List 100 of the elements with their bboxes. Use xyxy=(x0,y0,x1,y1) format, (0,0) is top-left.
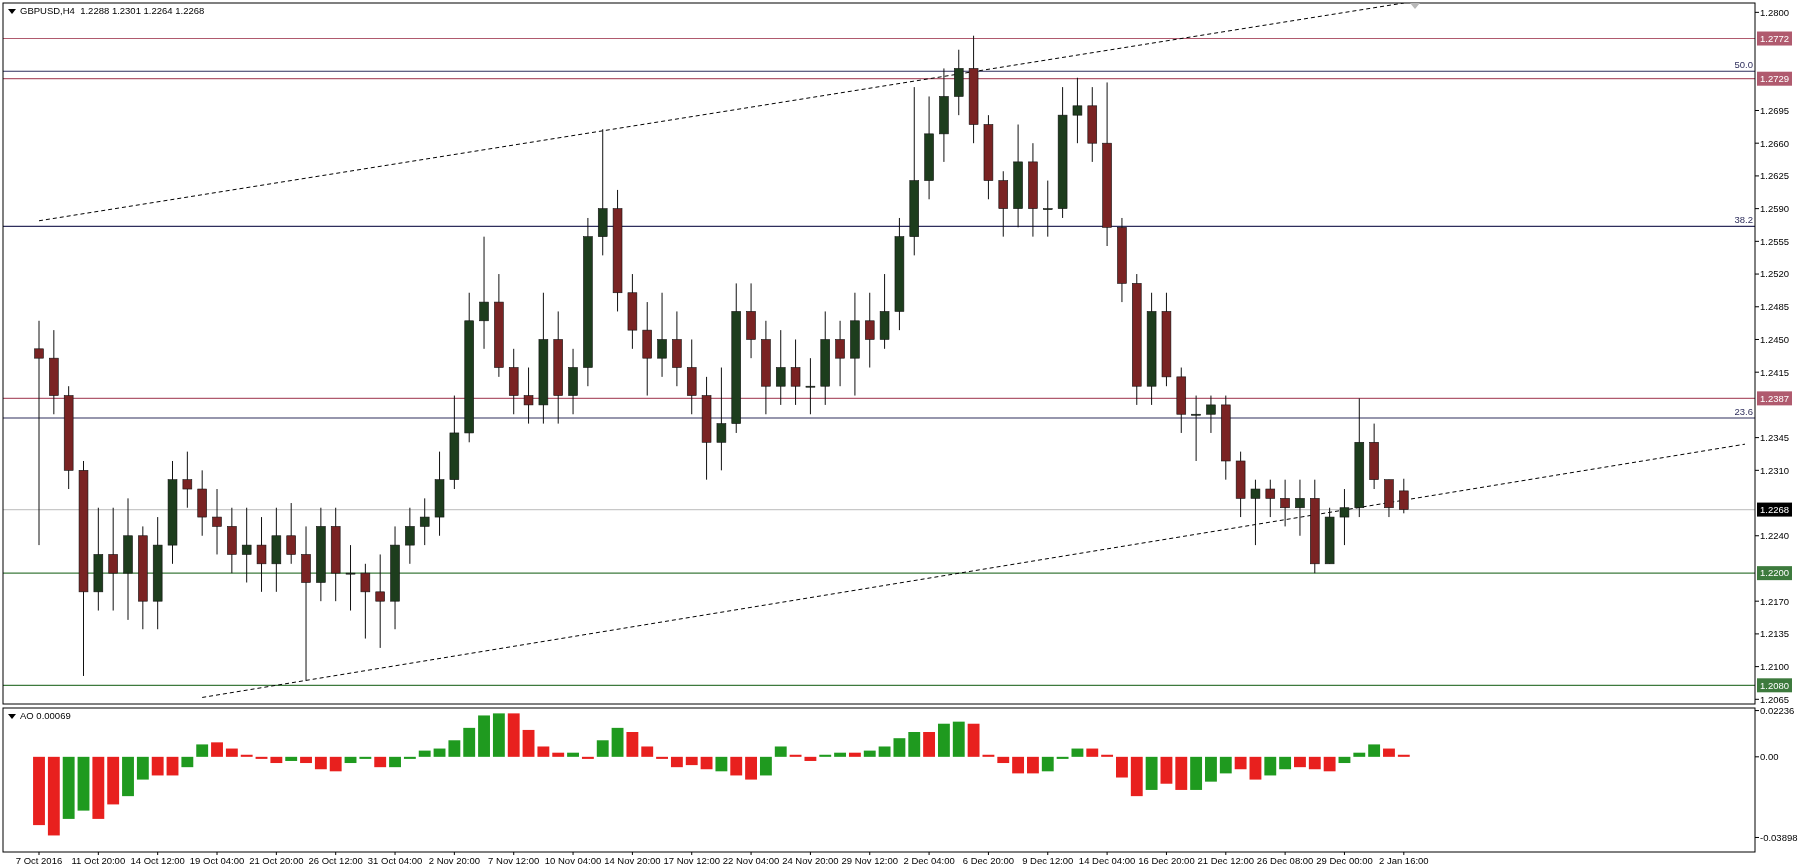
candlestick xyxy=(360,563,371,640)
y-tick-label: 1.2625 xyxy=(1760,170,1790,182)
bar xyxy=(1160,756,1173,784)
ref-line-label: 1.2200 xyxy=(1760,567,1790,579)
bar xyxy=(1071,748,1084,757)
bar xyxy=(478,715,490,757)
candlestick xyxy=(375,553,385,649)
bar xyxy=(1086,748,1099,757)
x-tick-label: 26 Dec 08:00 xyxy=(1256,855,1314,866)
bar xyxy=(1397,754,1410,757)
bar xyxy=(403,756,416,759)
candlestick xyxy=(108,507,118,612)
bar xyxy=(893,738,906,757)
candlestick xyxy=(1399,478,1409,514)
candlestick xyxy=(835,320,845,387)
bar xyxy=(759,756,772,776)
bar xyxy=(270,756,283,764)
bar xyxy=(1249,756,1262,780)
candlestick xyxy=(479,236,489,350)
bar xyxy=(626,732,639,757)
y-tick-label: 1.2310 xyxy=(1760,464,1790,476)
bar xyxy=(878,746,891,757)
x-tick-label: 2 Nov 20:00 xyxy=(428,855,480,866)
bar xyxy=(389,756,401,768)
y-tick-label: 1.2170 xyxy=(1760,595,1790,607)
x-tick-label: 16 Dec 20:00 xyxy=(1138,855,1195,866)
candlestick xyxy=(1295,479,1305,537)
bar xyxy=(774,746,787,757)
bar xyxy=(715,756,728,772)
y-tick-label: 0.02236 xyxy=(1760,704,1795,716)
x-tick-label: 7 Oct 2016 xyxy=(15,855,63,866)
y-tick-label: 1.2240 xyxy=(1760,530,1790,542)
annotation: 23.6 xyxy=(1734,405,1753,417)
bar xyxy=(463,727,476,757)
bar xyxy=(92,756,105,819)
bar xyxy=(745,756,757,780)
bar xyxy=(908,732,921,757)
bar xyxy=(151,756,164,776)
ref-line-label: 1.2729 xyxy=(1760,73,1790,85)
x-tick-label: 19 Oct 04:00 xyxy=(189,855,245,866)
y-tick-label: 1.2100 xyxy=(1760,660,1790,672)
x-tick-label: 17 Nov 12:00 xyxy=(663,855,720,866)
candlestick xyxy=(1191,395,1201,462)
x-tick-label: 6 Dec 20:00 xyxy=(962,855,1015,866)
bar xyxy=(982,754,995,757)
candlestick xyxy=(1339,488,1350,546)
x-tick-label: 7 Nov 12:00 xyxy=(488,855,540,866)
bar xyxy=(834,752,847,757)
bar xyxy=(136,756,149,780)
bar xyxy=(967,723,980,757)
x-tick-label: 29 Dec 00:00 xyxy=(1316,855,1373,866)
bar xyxy=(1219,756,1232,774)
candlestick xyxy=(182,451,193,509)
y-tick-label: 1.2695 xyxy=(1760,104,1790,116)
bar xyxy=(611,727,624,757)
bar xyxy=(1264,756,1277,776)
bar xyxy=(819,754,832,757)
bar xyxy=(1175,756,1188,790)
x-tick-label: 22 Nov 04:00 xyxy=(722,855,780,866)
candlestick xyxy=(805,357,816,415)
y-tick-label: 1.2345 xyxy=(1760,431,1790,443)
candlestick xyxy=(716,367,727,471)
bar xyxy=(300,756,312,764)
x-tick-label: 11 Oct 20:00 xyxy=(71,855,126,866)
y-tick-label: 1.2590 xyxy=(1760,202,1790,214)
y-tick-label: 1.2555 xyxy=(1760,235,1790,247)
candlestick xyxy=(286,502,296,565)
bar xyxy=(1130,756,1143,797)
annotation: 50.0 xyxy=(1734,59,1753,71)
candlestick xyxy=(345,544,356,612)
candlestick xyxy=(241,507,252,583)
bar xyxy=(1279,756,1292,770)
bar xyxy=(211,742,223,757)
ref-line-label: 1.2268 xyxy=(1760,503,1790,515)
ref-line-label: 1.2080 xyxy=(1760,679,1790,691)
y-tick-label: 1.2415 xyxy=(1760,366,1790,378)
bar xyxy=(730,756,743,776)
bar xyxy=(240,754,253,757)
bar xyxy=(181,756,194,768)
y-tick-label: -0.03898 xyxy=(1760,831,1798,843)
bar xyxy=(1308,756,1321,770)
x-tick-label: 31 Oct 04:00 xyxy=(367,855,423,866)
y-tick-label: 1.2450 xyxy=(1760,333,1790,345)
x-tick-label: 2 Dec 04:00 xyxy=(903,855,955,866)
y-tick-label: 1.2065 xyxy=(1760,693,1790,705)
bar xyxy=(537,746,550,757)
candlestick xyxy=(865,292,875,369)
x-tick-label: 14 Dec 04:00 xyxy=(1078,855,1136,866)
bar xyxy=(804,756,817,761)
bar xyxy=(685,756,698,766)
x-tick-label: 21 Oct 20:00 xyxy=(249,855,304,866)
candlestick xyxy=(34,320,44,546)
y-tick-label: 1.2520 xyxy=(1760,268,1790,280)
bar xyxy=(1116,756,1128,778)
y-tick-label: 1.2135 xyxy=(1760,628,1790,640)
candlestick xyxy=(1250,479,1261,546)
bar xyxy=(507,713,520,757)
x-tick-label: 29 Nov 12:00 xyxy=(841,855,899,866)
bar xyxy=(418,750,431,757)
y-tick-label: 1.2485 xyxy=(1760,301,1790,313)
